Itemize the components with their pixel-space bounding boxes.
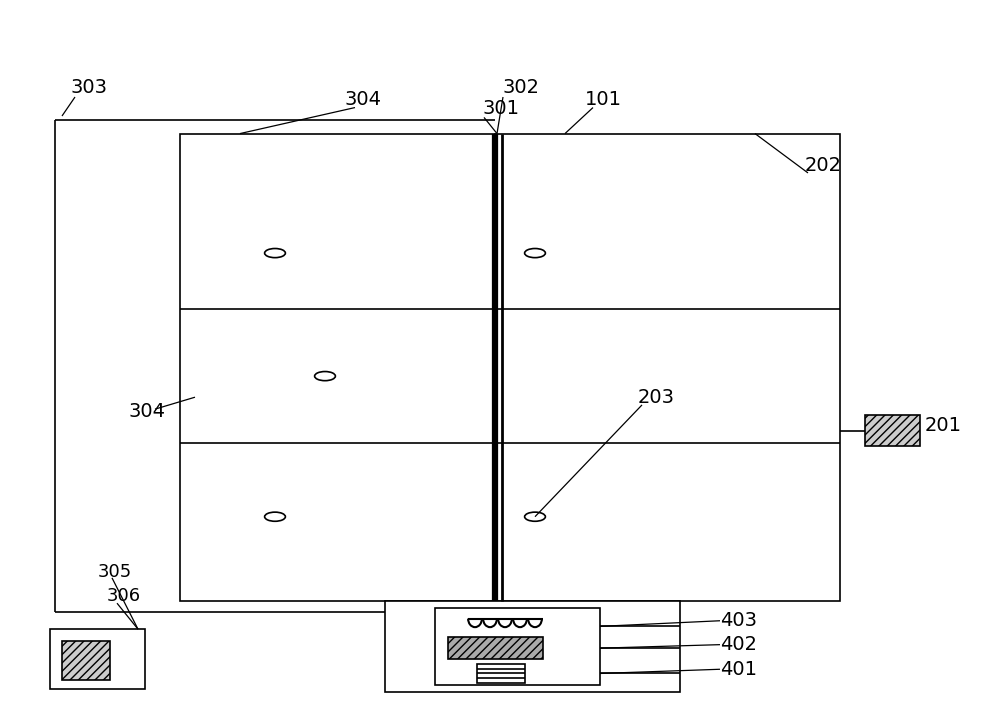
Text: 304: 304 bbox=[128, 401, 165, 421]
Bar bbox=[385, 601, 680, 692]
Text: 305: 305 bbox=[98, 562, 132, 581]
Bar bbox=[495, 134, 840, 601]
Text: 101: 101 bbox=[585, 90, 622, 110]
Text: 201: 201 bbox=[925, 415, 962, 435]
Text: 401: 401 bbox=[720, 659, 757, 679]
Text: 402: 402 bbox=[720, 635, 757, 654]
Text: 203: 203 bbox=[638, 387, 675, 407]
Bar bbox=[448, 637, 543, 659]
Text: 202: 202 bbox=[805, 155, 842, 175]
Text: 304: 304 bbox=[345, 90, 382, 110]
Text: 301: 301 bbox=[482, 99, 519, 119]
Bar bbox=[62, 641, 110, 680]
Bar bbox=[180, 134, 495, 601]
Text: 403: 403 bbox=[720, 611, 757, 631]
Bar bbox=[865, 415, 920, 446]
Text: 303: 303 bbox=[70, 78, 107, 98]
Bar bbox=[477, 664, 525, 683]
Bar bbox=[435, 608, 600, 685]
Text: 306: 306 bbox=[107, 587, 141, 605]
Text: 302: 302 bbox=[503, 78, 540, 98]
Bar bbox=[50, 629, 145, 689]
